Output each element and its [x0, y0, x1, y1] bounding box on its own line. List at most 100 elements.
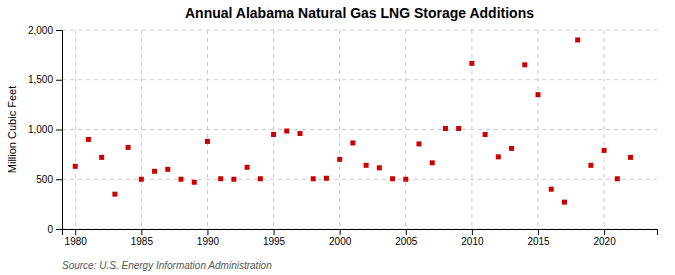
- tick-mark: [274, 229, 275, 235]
- points: [73, 37, 633, 204]
- point: [417, 141, 422, 146]
- point: [179, 177, 184, 182]
- tick: 2,000: [28, 25, 62, 36]
- tick-label: 2020: [593, 236, 616, 247]
- tick-mark: [56, 30, 62, 31]
- point: [562, 200, 567, 205]
- tick-mark: [472, 229, 473, 235]
- point: [86, 137, 91, 142]
- point: [139, 177, 144, 182]
- point: [496, 154, 501, 159]
- tick: 2005: [395, 229, 418, 247]
- point: [469, 61, 474, 66]
- grid-line: [604, 30, 605, 229]
- chart: 1980 1985 1990 1995 2000 2005 2010 2015 2020 0 500…: [0, 0, 675, 275]
- point: [205, 139, 210, 144]
- tick-mark: [56, 130, 62, 131]
- tick-label: 500: [36, 174, 53, 185]
- axis-line: [63, 230, 658, 236]
- point: [364, 163, 369, 168]
- tick-mark: [56, 229, 62, 230]
- tick: 1990: [197, 229, 220, 247]
- y-axis: 0 500 1,000 1,500 2,000: [28, 25, 63, 235]
- tick-label: 2005: [395, 236, 418, 247]
- grid-line: [538, 30, 539, 229]
- point: [522, 62, 527, 67]
- point: [73, 164, 78, 169]
- point: [575, 37, 580, 42]
- tick: 2010: [461, 229, 484, 247]
- point: [350, 140, 355, 145]
- point: [403, 177, 408, 182]
- y-axis-title: Million Cubic Feet: [6, 86, 18, 173]
- tick: 2015: [527, 229, 550, 247]
- tick-label: 1985: [131, 236, 154, 247]
- tick-mark: [75, 229, 76, 235]
- tick: 1,500: [28, 74, 62, 85]
- point: [218, 176, 223, 181]
- tick: 1,000: [28, 124, 62, 135]
- tick-label: 2015: [527, 236, 550, 247]
- point: [99, 155, 104, 160]
- tick-label: 1,000: [28, 124, 53, 135]
- point: [628, 155, 633, 160]
- point: [337, 157, 342, 162]
- tick: 2000: [329, 229, 352, 247]
- grid: [62, 30, 657, 229]
- grid-line: [339, 30, 340, 229]
- tick-mark: [56, 80, 62, 81]
- point: [245, 165, 250, 170]
- title: Annual Alabama Natural Gas LNG Storage A…: [185, 5, 534, 21]
- tick-label: 1980: [65, 236, 88, 247]
- tick-mark: [538, 229, 539, 235]
- point: [311, 176, 316, 181]
- tick: 1985: [131, 229, 154, 247]
- point: [231, 177, 236, 182]
- tick-mark: [56, 179, 62, 180]
- grid-line: [62, 79, 657, 80]
- tick: 1995: [263, 229, 286, 247]
- point: [536, 92, 541, 97]
- plot-area: 1980 1985 1990 1995 2000 2005 2010 2015 2020 0 500…: [28, 25, 658, 247]
- point: [602, 148, 607, 153]
- tick-label: 1995: [263, 236, 286, 247]
- grid-line: [273, 30, 274, 229]
- grid-line: [207, 30, 208, 229]
- point: [483, 132, 488, 137]
- tick-mark: [406, 229, 407, 235]
- point: [509, 146, 514, 151]
- point: [443, 126, 448, 131]
- source: Source: U.S. Energy Information Administ…: [62, 260, 272, 271]
- point: [192, 180, 197, 185]
- tick-label: 2,000: [28, 25, 53, 36]
- grid-line: [75, 30, 76, 229]
- tick: 1980: [65, 229, 88, 247]
- tick-mark: [141, 229, 142, 235]
- grid-line: [62, 129, 657, 130]
- tick-label: 2010: [461, 236, 484, 247]
- point: [298, 131, 303, 136]
- tick: 500: [36, 174, 62, 185]
- point: [284, 128, 289, 133]
- point: [271, 132, 276, 137]
- tick-label: 0: [47, 224, 53, 235]
- point: [549, 187, 554, 192]
- tick-mark: [207, 229, 208, 235]
- point: [588, 163, 593, 168]
- point: [324, 176, 329, 181]
- point: [152, 169, 157, 174]
- tick: 0: [47, 224, 62, 235]
- axis-line: [56, 31, 63, 230]
- point: [377, 165, 382, 170]
- point: [615, 176, 620, 181]
- point: [165, 167, 170, 172]
- tick-label: 2000: [329, 236, 352, 247]
- grid-line: [62, 30, 657, 31]
- point: [430, 160, 435, 165]
- grid-line: [141, 30, 142, 229]
- tick-mark: [604, 229, 605, 235]
- tick-mark: [340, 229, 341, 235]
- grid-line: [471, 30, 472, 229]
- grid-line: [62, 179, 657, 180]
- grid-line: [405, 30, 406, 229]
